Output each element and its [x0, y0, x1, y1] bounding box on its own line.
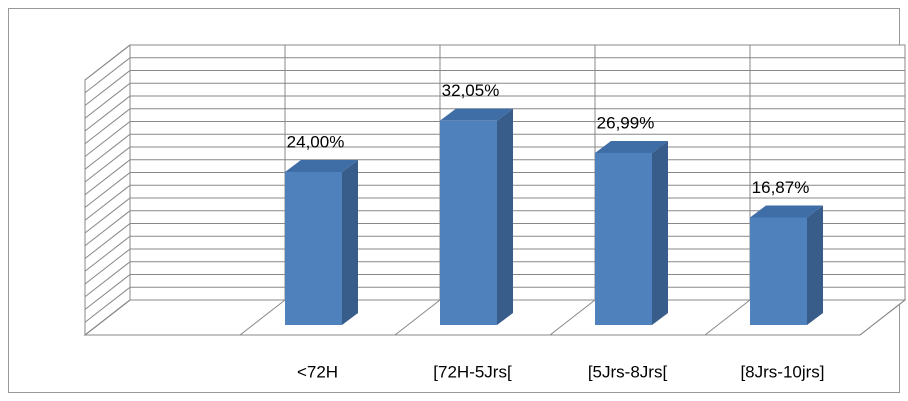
bar-top [595, 140, 668, 153]
floor-divider [239, 299, 286, 336]
bar-top [285, 160, 358, 172]
data-label: 32,05% [442, 81, 500, 100]
bar-side [497, 108, 513, 326]
x-tick-label: [72H-5Jrs[ [433, 362, 512, 381]
x-tick-label: [5Jrs-8Jrs[ [588, 362, 668, 381]
side-grid-line [84, 108, 131, 145]
side-grid-line [84, 57, 131, 94]
side-grid-line [84, 159, 131, 196]
data-label: 24,00% [287, 132, 345, 151]
bar [595, 152, 652, 325]
side-grid-line [84, 286, 131, 323]
side-grid-line [84, 248, 131, 285]
floor-divider [549, 299, 596, 336]
side-grid-line [84, 82, 131, 119]
side-grid-line [84, 197, 131, 234]
side-grid-line [84, 133, 131, 170]
side-grid-line [84, 44, 131, 81]
bar-side [652, 140, 668, 325]
floor-divider [859, 299, 906, 336]
bar [750, 217, 807, 325]
side-grid-line [84, 146, 131, 183]
data-label: 26,99% [597, 113, 655, 132]
bar [285, 172, 342, 325]
floor-divider [84, 299, 131, 336]
side-grid-line [84, 121, 131, 157]
side-grid-line [84, 70, 131, 106]
bar-side [342, 160, 358, 325]
bar-side [807, 205, 823, 325]
floor-divider [394, 299, 441, 336]
side-grid-line [84, 223, 131, 259]
side-grid-line [84, 95, 131, 132]
side-grid-line [84, 274, 131, 310]
side-grid-line [84, 184, 131, 221]
side-grid-line [84, 210, 131, 247]
side-grid-line [84, 235, 131, 272]
x-tick-label: [8Jrs-10jrs] [740, 362, 824, 381]
bar-top [750, 205, 823, 218]
side-grid-line [84, 172, 131, 208]
bar-top [440, 108, 513, 121]
data-label: 16,87% [752, 178, 810, 197]
bar [440, 120, 497, 326]
floor-divider [704, 299, 751, 336]
side-grid-line [84, 261, 131, 298]
x-tick-label: <72H [297, 362, 338, 381]
